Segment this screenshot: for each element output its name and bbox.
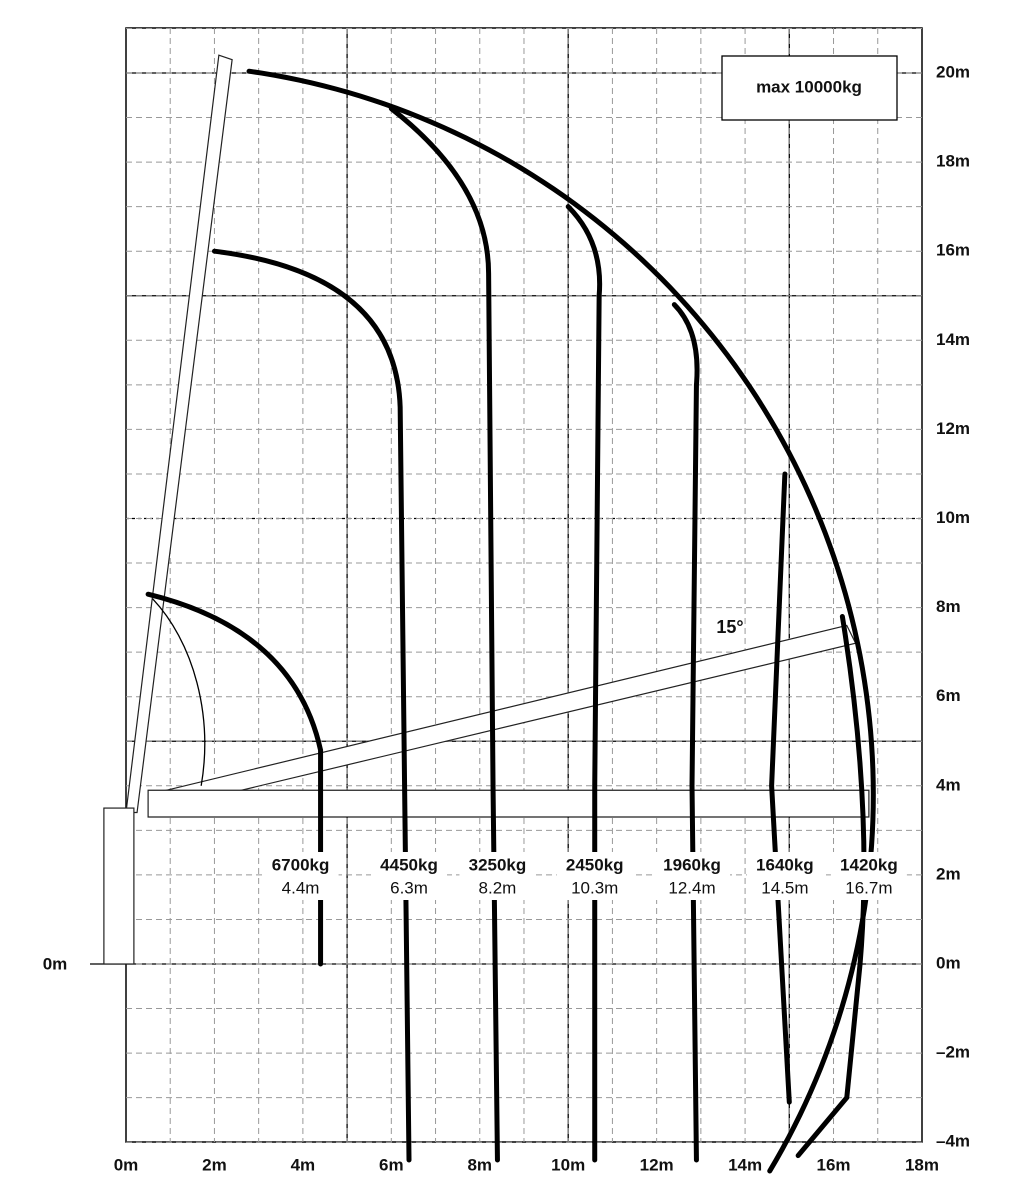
load-weight: 6700kg: [272, 855, 330, 874]
y-tick-label: 6m: [936, 686, 961, 705]
load-weight: 3250kg: [469, 855, 527, 874]
load-radius: 12.4m: [668, 878, 715, 897]
x-tick-label: 2m: [202, 1155, 227, 1174]
envelope: [246, 68, 876, 1174]
x-tick-label: 14m: [728, 1155, 762, 1174]
angle-label: 15°: [716, 617, 743, 637]
load-curve: [565, 204, 603, 1163]
load-weight: 2450kg: [566, 855, 624, 874]
load-radius: 6.3m: [390, 878, 428, 897]
x-tick-label: 4m: [291, 1155, 316, 1174]
load-label-bg: [262, 852, 339, 900]
plot-frame: [125, 27, 923, 1143]
load-weight: 1420kg: [840, 855, 898, 874]
x-tick-label: 18m: [905, 1155, 939, 1174]
x-tick-label: 6m: [379, 1155, 404, 1174]
load-curve: [145, 591, 324, 967]
load-weight: 4450kg: [380, 855, 438, 874]
y-tick-label: 4m: [936, 775, 961, 794]
load-radius: 4.4m: [282, 878, 320, 897]
y-tick-label: 16m: [936, 241, 970, 260]
load-curve: [211, 248, 412, 1163]
load-weight: 1640kg: [756, 855, 814, 874]
load-radius: 8.2m: [479, 878, 517, 897]
y-tick-label: 14m: [936, 330, 970, 349]
boom-15deg: [147, 624, 857, 814]
x-tick-label: 12m: [640, 1155, 674, 1174]
y-tick-label: –4m: [936, 1132, 970, 1151]
boom-horizontal: [147, 789, 870, 818]
y-left-label: 0m: [43, 954, 68, 973]
load-curve: [388, 106, 500, 1163]
y-tick-label: 2m: [936, 864, 961, 883]
load-radius: 14.5m: [761, 878, 808, 897]
max-box: [721, 55, 898, 121]
load-label-bg: [371, 852, 448, 900]
max-load: max 10000kg: [756, 77, 862, 96]
y-tick-label: 8m: [936, 597, 961, 616]
boom-vertical: [125, 54, 233, 814]
overlay: 0m 2m 4m 6m 8m 10m 12m 14m 16m 18m –4m –2m 0m 2m 4m 6m 8…: [103, 54, 970, 1174]
load-label-bg: [459, 852, 536, 900]
load-weight: 1960kg: [663, 855, 721, 874]
y-tick-label: 0m: [936, 953, 961, 972]
load-label-bg: [556, 852, 633, 900]
y-tick-label: 12m: [936, 419, 970, 438]
load-label-bg: [746, 852, 823, 900]
y-tick-label: 18m: [936, 152, 970, 171]
y-tick-label: 20m: [936, 62, 970, 81]
load-radius: 16.7m: [845, 878, 892, 897]
crane-column: [103, 807, 135, 965]
load-radius: 10.3m: [571, 878, 618, 897]
envelope-inner: [795, 614, 867, 1159]
load-curve: [769, 471, 792, 1105]
x-tick-label: 8m: [467, 1155, 492, 1174]
x-tick-label: 0m: [114, 1155, 139, 1174]
load-curve: [671, 302, 700, 1163]
x-tick-label: 10m: [551, 1155, 585, 1174]
y-tick-label: 10m: [936, 508, 970, 527]
slew-arc: [152, 598, 206, 786]
load-label-bg: [654, 852, 731, 900]
x-tick-label: 16m: [817, 1155, 851, 1174]
y-tick-label: –2m: [936, 1043, 970, 1062]
load-label-bg: [830, 852, 907, 900]
